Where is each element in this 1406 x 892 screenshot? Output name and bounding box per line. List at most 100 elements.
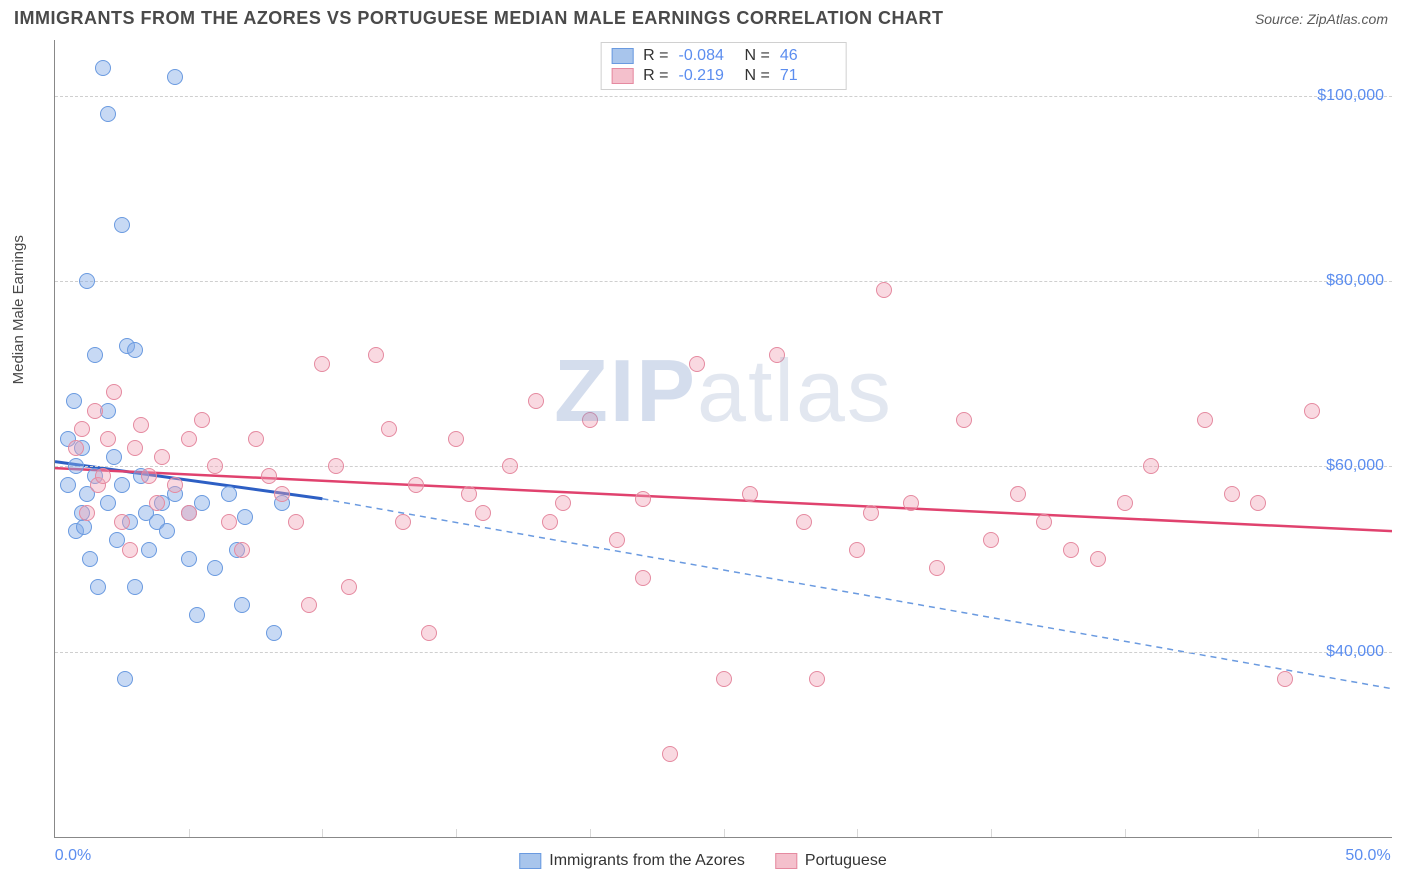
data-point-portuguese (248, 431, 264, 447)
data-point-portuguese (528, 393, 544, 409)
data-point-azores (266, 625, 282, 641)
data-point-portuguese (381, 421, 397, 437)
data-point-portuguese (314, 356, 330, 372)
data-point-portuguese (555, 495, 571, 511)
data-point-portuguese (1090, 551, 1106, 567)
data-point-azores (82, 551, 98, 567)
data-point-portuguese (154, 449, 170, 465)
data-point-azores (100, 106, 116, 122)
data-point-portuguese (1010, 486, 1026, 502)
data-point-portuguese (983, 532, 999, 548)
data-point-portuguese (1277, 671, 1293, 687)
data-point-azores (60, 477, 76, 493)
data-point-portuguese (849, 542, 865, 558)
data-point-azores (114, 477, 130, 493)
y-tick-label: $40,000 (1326, 643, 1384, 661)
data-point-portuguese (79, 505, 95, 521)
data-point-azores (141, 542, 157, 558)
x-tick-label: 0.0% (55, 847, 91, 865)
data-point-portuguese (461, 486, 477, 502)
data-point-azores (127, 342, 143, 358)
data-point-portuguese (903, 495, 919, 511)
x-tick-label: 50.0% (1345, 847, 1390, 865)
data-point-azores (127, 579, 143, 595)
data-point-portuguese (194, 412, 210, 428)
data-point-portuguese (1143, 458, 1159, 474)
y-tick-label: $100,000 (1317, 87, 1384, 105)
data-point-portuguese (234, 542, 250, 558)
data-point-portuguese (1250, 495, 1266, 511)
data-point-portuguese (274, 486, 290, 502)
legend-item-azores: Immigrants from the Azores (519, 852, 745, 870)
data-point-portuguese (809, 671, 825, 687)
data-point-portuguese (448, 431, 464, 447)
data-point-portuguese (742, 486, 758, 502)
data-point-portuguese (127, 440, 143, 456)
source-label: Source: ZipAtlas.com (1255, 11, 1388, 27)
data-point-portuguese (635, 491, 651, 507)
data-point-portuguese (68, 440, 84, 456)
data-point-portuguese (87, 403, 103, 419)
data-point-azores (167, 69, 183, 85)
data-point-portuguese (288, 514, 304, 530)
data-point-portuguese (221, 514, 237, 530)
data-point-portuguese (74, 421, 90, 437)
y-tick-label: $80,000 (1326, 272, 1384, 290)
data-point-azores (189, 607, 205, 623)
data-point-portuguese (1304, 403, 1320, 419)
data-point-portuguese (716, 671, 732, 687)
data-point-portuguese (106, 384, 122, 400)
data-point-portuguese (542, 514, 558, 530)
data-point-azores (159, 523, 175, 539)
data-point-portuguese (1197, 412, 1213, 428)
chart-title: IMMIGRANTS FROM THE AZORES VS PORTUGUESE… (14, 8, 944, 29)
data-point-portuguese (689, 356, 705, 372)
data-point-portuguese (609, 532, 625, 548)
data-point-azores (87, 347, 103, 363)
legend-bottom: Immigrants from the Azores Portuguese (519, 852, 886, 870)
data-point-portuguese (769, 347, 785, 363)
data-point-azores (106, 449, 122, 465)
data-point-azores (207, 560, 223, 576)
data-point-azores (194, 495, 210, 511)
data-point-portuguese (1117, 495, 1133, 511)
data-point-portuguese (408, 477, 424, 493)
data-point-azores (79, 273, 95, 289)
data-point-portuguese (100, 431, 116, 447)
data-point-portuguese (181, 505, 197, 521)
data-point-portuguese (876, 282, 892, 298)
data-point-portuguese (502, 458, 518, 474)
legend-row-azores: R = -0.084 N = 46 (611, 47, 836, 65)
data-point-azores (100, 495, 116, 511)
data-point-portuguese (582, 412, 598, 428)
data-point-portuguese (261, 468, 277, 484)
data-point-portuguese (207, 458, 223, 474)
data-point-azores (66, 393, 82, 409)
data-point-portuguese (181, 431, 197, 447)
data-point-portuguese (635, 570, 651, 586)
data-point-portuguese (929, 560, 945, 576)
data-point-portuguese (395, 514, 411, 530)
legend-item-portuguese: Portuguese (775, 852, 887, 870)
watermark: ZIPatlas (554, 340, 893, 442)
data-point-azores (117, 671, 133, 687)
data-point-portuguese (167, 477, 183, 493)
data-point-azores (95, 60, 111, 76)
data-point-portuguese (863, 505, 879, 521)
data-point-portuguese (122, 542, 138, 558)
data-point-portuguese (956, 412, 972, 428)
data-point-azores (76, 519, 92, 535)
data-point-portuguese (341, 579, 357, 595)
data-point-portuguese (421, 625, 437, 641)
data-point-azores (234, 597, 250, 613)
legend-label-azores: Immigrants from the Azores (549, 852, 745, 870)
data-point-portuguese (368, 347, 384, 363)
y-tick-label: $60,000 (1326, 457, 1384, 475)
swatch-azores (611, 48, 633, 64)
data-point-azores (181, 551, 197, 567)
data-point-portuguese (1036, 514, 1052, 530)
data-point-portuguese (796, 514, 812, 530)
data-point-portuguese (141, 468, 157, 484)
legend-row-portuguese: R = -0.219 N = 71 (611, 67, 836, 85)
plot-area: ZIPatlas R = -0.084 N = 46 R = -0.219 N … (54, 40, 1392, 838)
